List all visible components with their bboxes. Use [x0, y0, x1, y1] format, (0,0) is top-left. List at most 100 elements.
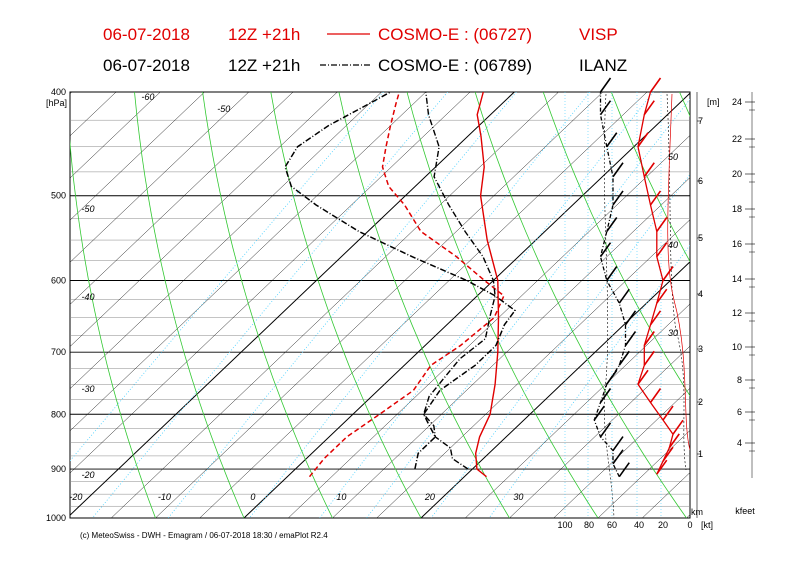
mixing-ratio-line	[430, 173, 690, 518]
pressure-tick-label: 900	[51, 464, 66, 474]
pressure-tick-label: 700	[51, 347, 66, 357]
km-label: km	[691, 507, 703, 517]
isotherm	[155, 92, 603, 518]
wind-barb	[606, 266, 618, 281]
title-line-ilanz: 06-07-2018 12Z +21h COSMO-E : (06789) IL…	[103, 56, 627, 75]
wind-barb	[624, 331, 637, 346]
isotherm	[70, 92, 471, 474]
isotherm	[465, 303, 690, 518]
isotherm	[70, 92, 249, 263]
mixing-ratio-line	[167, 92, 517, 518]
isotherm	[376, 219, 690, 518]
mixing-ratio-line	[249, 92, 591, 518]
kfeet-tick-label: 20	[732, 169, 742, 179]
isotherm	[775, 92, 800, 518]
temp-tick-label: 30	[513, 492, 523, 502]
pressure-tick-label: 400	[51, 87, 66, 97]
isotherm	[70, 92, 72, 95]
wind-barb	[599, 422, 612, 438]
kfeet-tick-label: 12	[732, 308, 742, 318]
pressure-unit-label: [hPa]	[46, 98, 67, 108]
temp-tick-label: -50	[81, 204, 94, 214]
wind-barb	[599, 100, 612, 116]
mixing-ratio-line	[319, 92, 654, 518]
wind-barb	[637, 132, 649, 148]
plot-area	[69, 91, 691, 519]
series-visp-temperature	[474, 92, 500, 478]
wind-barb	[637, 369, 649, 385]
wind-barb	[656, 459, 668, 475]
wind-axis-label: 20	[658, 520, 668, 530]
wind-barb	[606, 132, 618, 148]
kfeet-tick-label: 24	[732, 97, 742, 107]
height-tick-label: 4	[698, 289, 703, 299]
wind-barb	[612, 162, 624, 178]
temp-tick-label: -30	[81, 384, 94, 394]
isotherm	[509, 345, 690, 518]
wind-axis-label: 60	[607, 520, 617, 530]
wind-barb	[649, 190, 662, 206]
pressure-tick-label: 600	[51, 276, 66, 286]
mixing-ratio-label: 40	[668, 240, 678, 250]
kfeet-tick-label: 16	[732, 239, 742, 249]
wind-layer	[593, 77, 684, 478]
plot-frame	[69, 91, 691, 519]
temp-tick-label: 0	[250, 492, 255, 502]
dry-adiabat	[338, 92, 510, 518]
height-tick-label: 3	[698, 344, 703, 354]
height-tick-label: 7	[698, 116, 703, 126]
wind-barb	[618, 288, 630, 304]
wind-barb	[599, 77, 612, 93]
title-run: 12Z +21h	[228, 56, 300, 75]
isotherm	[686, 514, 690, 518]
kfeet-tick-label: 10	[732, 342, 742, 352]
kfeet-tick-label: 6	[737, 407, 742, 417]
title-date: 06-07-2018	[103, 56, 190, 75]
wind-barb	[643, 162, 655, 178]
wind-barb	[672, 419, 684, 435]
chart-title: 06-07-2018 12Z +21h COSMO-E : (06727) VI…	[103, 25, 627, 75]
series-layer	[284, 92, 517, 478]
wind-barb	[649, 388, 662, 403]
isotherm	[70, 92, 294, 305]
dry-adiabat	[202, 92, 333, 518]
dry-adiabat	[474, 92, 687, 518]
dry-adiabat	[542, 92, 690, 397]
wind-barb	[643, 331, 655, 346]
wind-barb	[656, 288, 668, 304]
pressure-tick-label: 800	[51, 409, 66, 419]
series-ilanz-dewpoint	[284, 92, 517, 470]
isotherm	[332, 177, 690, 518]
wind-barb	[662, 446, 674, 462]
dry-adiabat	[270, 92, 422, 518]
wind-barb	[612, 436, 624, 452]
title-station: ILANZ	[579, 56, 627, 75]
mixing-ratio-label: 30	[668, 328, 678, 338]
dry-adiabat	[134, 92, 245, 518]
dry-adiabat	[748, 92, 800, 518]
wind-barb	[649, 310, 662, 326]
kfeet-tick-label: 22	[732, 134, 742, 144]
wind-axis-label: 100	[557, 520, 572, 530]
isotherm	[70, 92, 515, 516]
title-date: 06-07-2018	[103, 25, 190, 44]
title-model: COSMO-E : (06789)	[378, 56, 532, 75]
height-tick-label: 6	[698, 176, 703, 186]
isotherm	[70, 92, 161, 179]
isotherm	[420, 261, 690, 518]
title-line-visp: 06-07-2018 12Z +21h COSMO-E : (06727) VI…	[103, 25, 618, 44]
wind-barb	[618, 462, 630, 478]
grid	[70, 92, 800, 518]
wind-barb	[606, 217, 618, 232]
isotherm	[243, 92, 690, 518]
temp-tick-label: -20	[69, 492, 82, 502]
height-tick-label: 5	[698, 233, 703, 243]
isotherm	[70, 92, 205, 221]
title-station: VISP	[579, 25, 618, 44]
reference-curve	[667, 93, 690, 451]
wind-barb	[643, 100, 655, 116]
wind-axis-label: 80	[584, 520, 594, 530]
pressure-tick-label: 1000	[46, 513, 66, 523]
